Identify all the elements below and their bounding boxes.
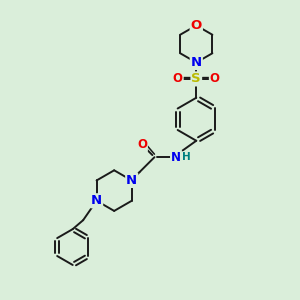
Text: H: H bbox=[182, 152, 191, 162]
Text: N: N bbox=[126, 174, 137, 187]
Text: O: O bbox=[191, 19, 202, 32]
Text: O: O bbox=[173, 72, 183, 86]
Text: O: O bbox=[210, 72, 220, 86]
Text: N: N bbox=[91, 194, 102, 207]
Text: N: N bbox=[171, 151, 181, 164]
Text: S: S bbox=[191, 72, 201, 86]
Text: O: O bbox=[137, 138, 147, 151]
Text: N: N bbox=[191, 56, 202, 69]
